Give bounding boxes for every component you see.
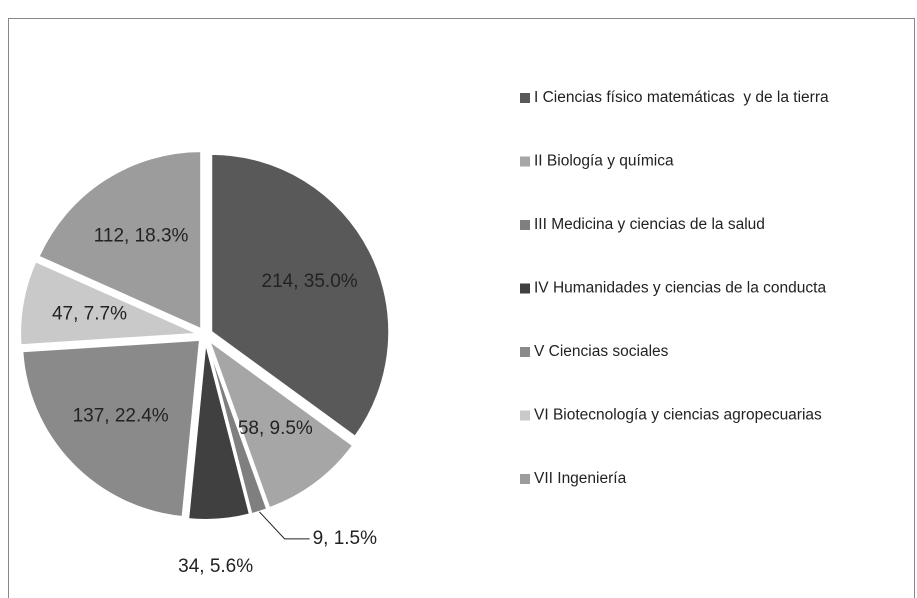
legend-label: V Ciencias sociales [534, 343, 669, 360]
pie-slice [210, 152, 391, 439]
legend-swatch [520, 474, 530, 484]
leader-line [258, 511, 310, 540]
legend-swatch [520, 156, 530, 167]
legend-label: VII Ingeniería [534, 470, 627, 487]
legend-label: III Medicina y ciencias de la salud [534, 216, 765, 233]
legend-swatch [520, 347, 530, 357]
pie-slice [206, 341, 269, 516]
legend-label: VI Biotecnología y ciencias agropecuaria… [534, 407, 822, 424]
legend-swatch [520, 220, 530, 230]
legend-label: I Ciencias físico matemáticas y de la ti… [534, 89, 829, 106]
pie-slice [207, 337, 355, 510]
data-label: 214, 35.0% [262, 271, 358, 292]
legend-swatch [520, 410, 530, 421]
legend-swatch [520, 283, 530, 294]
data-label: 112, 18.3% [94, 226, 189, 247]
legend-label: IV Humanidades y ciencias de la conducta [534, 280, 826, 297]
legend-swatch [520, 93, 530, 103]
data-label: 47, 7.7% [52, 303, 127, 324]
pie-slice [37, 150, 203, 331]
pie-slice [21, 338, 202, 519]
data-label: 9, 1.5% [313, 528, 378, 549]
legend-label: II Biología y química [534, 153, 674, 170]
data-label: 58, 9.5% [238, 418, 313, 439]
pie-slice [19, 260, 199, 347]
pie-slice [187, 341, 252, 521]
data-label: 34, 5.6% [178, 556, 253, 577]
data-label: 137, 22.4% [73, 406, 169, 427]
